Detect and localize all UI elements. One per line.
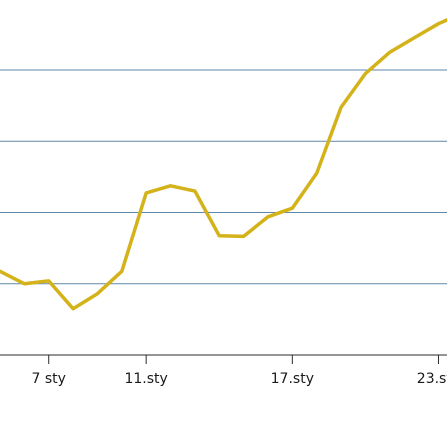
series-line-0 bbox=[0, 18, 447, 311]
x-tick-labels: 7 sty 11.sty 17.sty 23.sty bbox=[32, 371, 447, 387]
x-tick-label-1: 11.sty bbox=[124, 371, 167, 387]
x-tick-label-3: 23.sty bbox=[417, 371, 447, 387]
x-tick-label-0: 7 sty bbox=[32, 371, 66, 387]
x-axis bbox=[0, 354, 447, 364]
x-tick-label-2: 17.sty bbox=[271, 371, 314, 387]
grid-layer bbox=[0, 69, 447, 285]
series-layer bbox=[0, 18, 447, 311]
